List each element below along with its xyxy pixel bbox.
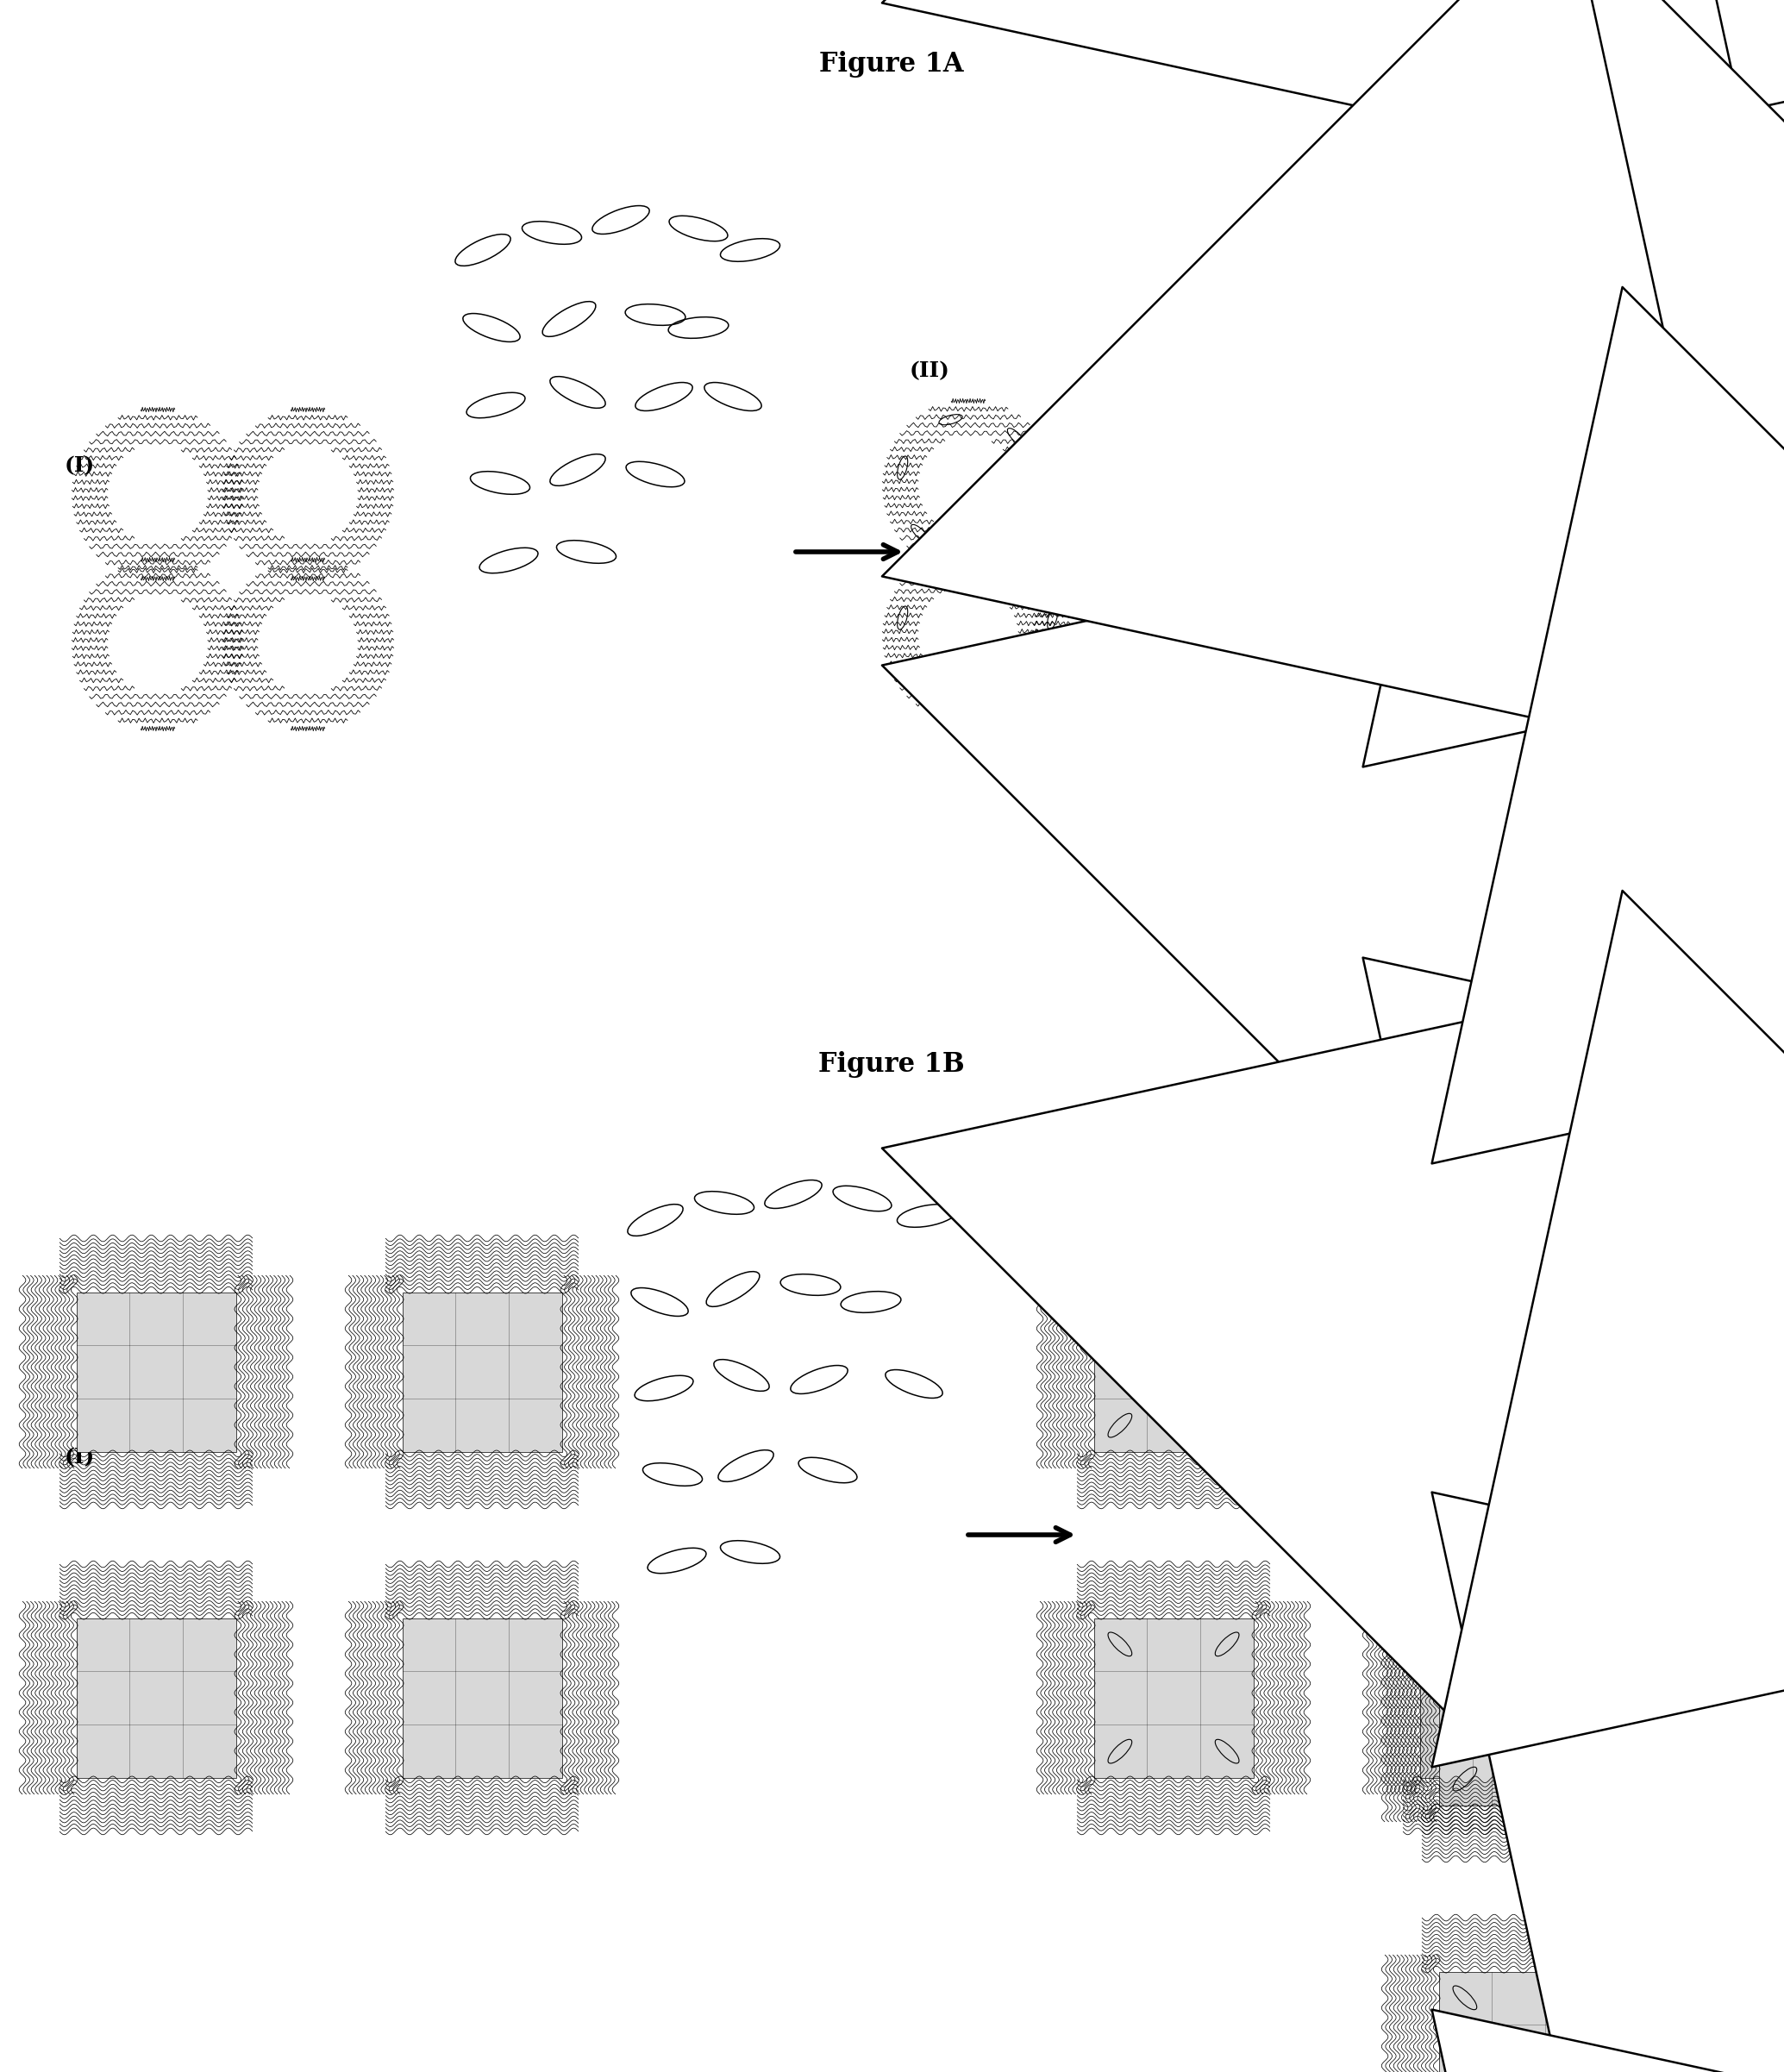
Text: Figure 1B: Figure 1B	[819, 1051, 965, 1077]
Circle shape	[1436, 895, 1536, 997]
Bar	[1420, 1293, 1579, 1452]
Text: (II): (II)	[910, 361, 951, 381]
Bar	[1438, 1973, 1598, 2072]
Circle shape	[1586, 746, 1686, 845]
Circle shape	[1586, 211, 1686, 311]
Circle shape	[1436, 211, 1536, 311]
Bar	[401, 1293, 562, 1452]
Bar	[1438, 1411, 1598, 1571]
Text: (I): (I)	[64, 1446, 95, 1467]
Bar	[77, 1618, 235, 1778]
Bar	[1094, 1293, 1254, 1452]
Text: (II): (II)	[1090, 1310, 1131, 1330]
Circle shape	[107, 443, 207, 545]
Bar	[1764, 1645, 1784, 1805]
Bar	[77, 1293, 235, 1452]
Text: (I): (I)	[64, 456, 95, 477]
Text: (IV): (IV)	[1673, 1722, 1720, 1743]
Bar	[1438, 1645, 1598, 1805]
Circle shape	[259, 443, 359, 545]
Bar	[401, 1618, 562, 1778]
Bar	[1764, 1411, 1784, 1571]
Bar	[1764, 1973, 1784, 2072]
Text: Figure 1A: Figure 1A	[819, 52, 963, 79]
Circle shape	[1069, 586, 1169, 686]
Circle shape	[919, 586, 1019, 686]
Text: (III): (III)	[1379, 149, 1431, 170]
Bar	[1094, 1618, 1254, 1778]
Circle shape	[1586, 361, 1686, 462]
Bar	[1764, 1086, 1784, 1245]
Circle shape	[1436, 746, 1536, 845]
Circle shape	[1436, 361, 1536, 462]
Circle shape	[919, 435, 1019, 535]
Circle shape	[1069, 435, 1169, 535]
Text: (III): (III)	[1673, 1119, 1723, 1140]
Circle shape	[259, 595, 359, 694]
Bar	[1438, 1086, 1598, 1245]
Text: (IV): (IV)	[1379, 723, 1427, 744]
Bar	[1420, 1618, 1579, 1778]
Circle shape	[107, 595, 207, 694]
Circle shape	[1586, 895, 1686, 997]
